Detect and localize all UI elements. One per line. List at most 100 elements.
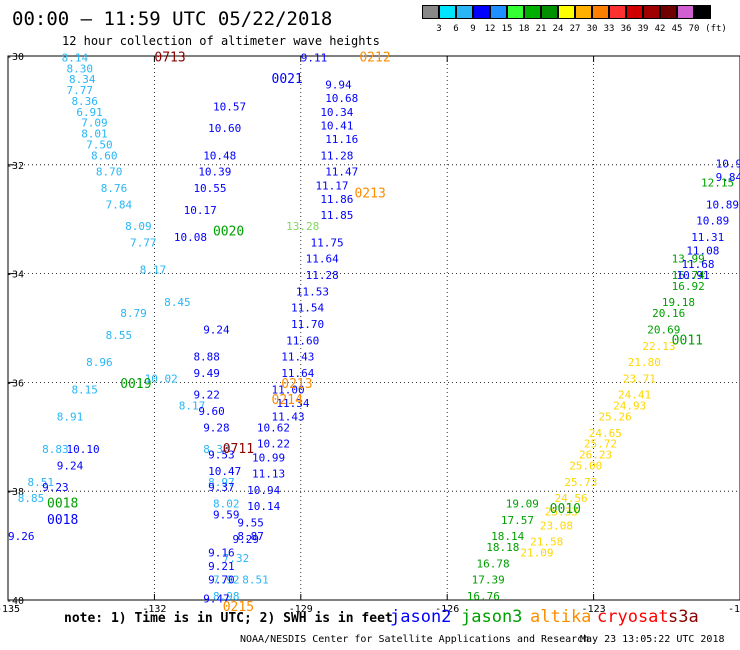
color-scale-swatch bbox=[626, 5, 643, 19]
data-point-label: 8.96 bbox=[86, 356, 113, 369]
data-point-label: 10.34 bbox=[320, 106, 353, 119]
data-point-label: 8.76 bbox=[101, 182, 128, 195]
data-point-label: 8.17 bbox=[140, 264, 167, 277]
data-point-label: 24.65 bbox=[589, 427, 622, 440]
data-point-label: 13.28 bbox=[286, 220, 319, 233]
data-point-label: 11.13 bbox=[252, 468, 285, 481]
data-point-label: 8.87 bbox=[237, 530, 263, 543]
data-point-label: 18.18 bbox=[486, 541, 519, 554]
data-point-label: 21.09 bbox=[520, 546, 553, 559]
color-scale-label: 30 bbox=[586, 24, 598, 34]
data-point-label: 9.55 bbox=[237, 517, 263, 530]
color-scale-swatch bbox=[660, 5, 677, 19]
x-tick-label: -126 bbox=[435, 604, 459, 615]
data-point-label: 17.39 bbox=[472, 574, 505, 587]
data-point-label: 9.23 bbox=[42, 481, 69, 494]
color-scale-label: 36 bbox=[620, 24, 632, 34]
chart-subtitle: 12 hour collection of altimeter wave hei… bbox=[62, 34, 380, 48]
color-scale-label: 45 bbox=[671, 24, 683, 34]
data-point-label: 8.38 bbox=[203, 443, 230, 456]
data-point-label: 20.16 bbox=[652, 307, 685, 320]
data-point-label: 10.41 bbox=[320, 119, 353, 132]
data-point-label: 24.93 bbox=[613, 400, 646, 413]
data-point-label: 10.17 bbox=[184, 204, 217, 217]
track-time-label: 0018 bbox=[47, 513, 78, 528]
color-scale-label: 33 bbox=[603, 24, 615, 34]
color-scale-swatch bbox=[609, 5, 626, 19]
data-point-label: 10.9 bbox=[716, 158, 740, 171]
y-tick-label: -40 bbox=[6, 596, 24, 607]
data-point-label: 11.53 bbox=[296, 285, 329, 298]
color-scale-swatch bbox=[524, 5, 541, 19]
data-point-label: 8.70 bbox=[96, 166, 123, 179]
color-scale-swatch bbox=[422, 5, 439, 19]
data-point-label: 23.71 bbox=[623, 372, 656, 385]
data-point-label: 10.60 bbox=[208, 122, 241, 135]
data-point-label: 10.55 bbox=[193, 182, 226, 195]
data-point-label: 10.02 bbox=[145, 372, 178, 385]
data-point-label: 9.94 bbox=[325, 79, 352, 92]
data-point-label: 10.89 bbox=[696, 215, 729, 228]
color-scale-label: 39 bbox=[637, 24, 649, 34]
legend-entry-cryosat: cryosat bbox=[597, 607, 669, 627]
data-point-label: 10.68 bbox=[325, 92, 358, 105]
data-point-label: 25.33 bbox=[545, 506, 578, 519]
data-point-label: 8.34 bbox=[69, 73, 96, 86]
data-point-label: 11.43 bbox=[281, 351, 314, 364]
color-scale-swatch bbox=[558, 5, 575, 19]
track-time-label: 0713 bbox=[154, 50, 185, 65]
data-point-label: 9.26 bbox=[8, 530, 35, 543]
data-point-label: 11.28 bbox=[320, 149, 353, 162]
y-tick-label: -34 bbox=[6, 270, 24, 281]
data-point-label: 9.24 bbox=[203, 323, 230, 336]
legend-entry-jason3: jason3 bbox=[461, 607, 523, 627]
data-point-label: 7.77 bbox=[130, 236, 157, 249]
color-scale-label: 27 bbox=[569, 24, 581, 34]
x-tick-label: -135 bbox=[0, 604, 20, 615]
data-point-label: 12.15 bbox=[701, 177, 734, 190]
color-scale-swatch bbox=[439, 5, 456, 19]
data-point-label: 11.70 bbox=[291, 318, 324, 331]
data-point-label: 7.84 bbox=[106, 198, 133, 211]
color-scale-label: 42 bbox=[654, 24, 666, 34]
data-point-label: 21.80 bbox=[628, 356, 661, 369]
data-point-label: 16.76 bbox=[467, 590, 500, 603]
data-point-label: 7.92 bbox=[213, 574, 240, 587]
data-point-label: 11.60 bbox=[286, 334, 319, 347]
data-point-label: 10.89 bbox=[706, 198, 739, 211]
data-point-label: 24.41 bbox=[618, 389, 651, 402]
data-point-label: 9.22 bbox=[193, 389, 220, 402]
data-point-label: 8.98 bbox=[213, 590, 240, 603]
track-time-label: 0020 bbox=[213, 225, 244, 240]
data-point-label: 9.37 bbox=[208, 481, 235, 494]
data-point-label: 19.18 bbox=[662, 296, 695, 309]
data-point-label: 9.60 bbox=[198, 405, 225, 418]
data-point-label: 8.97 bbox=[208, 476, 235, 489]
data-point-label: 8.51 bbox=[242, 574, 268, 587]
data-point-label: 9.59 bbox=[213, 508, 240, 521]
data-point-label: 9.49 bbox=[193, 367, 220, 380]
data-point-label: 10.91 bbox=[677, 269, 710, 282]
data-point-label: 11.43 bbox=[272, 410, 305, 423]
data-point-label: 8.83 bbox=[42, 443, 69, 456]
data-point-label: 7.77 bbox=[67, 84, 94, 97]
data-point-label: 8.88 bbox=[193, 351, 220, 364]
data-point-label: 6.91 bbox=[76, 106, 103, 119]
data-point-label: 13.99 bbox=[672, 253, 705, 266]
data-point-label: 8.45 bbox=[164, 296, 191, 309]
footer-credit: NOAA/NESDIS Center for Satellite Applica… bbox=[240, 634, 590, 645]
track-time-label: 0018 bbox=[47, 497, 78, 512]
y-tick-label: -32 bbox=[6, 161, 24, 172]
data-point-label: 11.17 bbox=[315, 179, 348, 192]
data-point-label: 10.47 bbox=[208, 465, 241, 478]
data-point-label: 8.09 bbox=[125, 220, 151, 233]
data-point-label: 16.92 bbox=[672, 280, 705, 293]
data-point-label: 22.13 bbox=[642, 340, 675, 353]
data-point-label: 8.85 bbox=[18, 492, 45, 505]
data-point-label: 9.70 bbox=[208, 574, 235, 587]
data-point-label: 8.01 bbox=[81, 128, 108, 141]
x-tick-label: -123 bbox=[582, 604, 606, 615]
data-point-label: 11.34 bbox=[276, 397, 309, 410]
legend-entry-jason2: jason2 bbox=[390, 607, 452, 627]
